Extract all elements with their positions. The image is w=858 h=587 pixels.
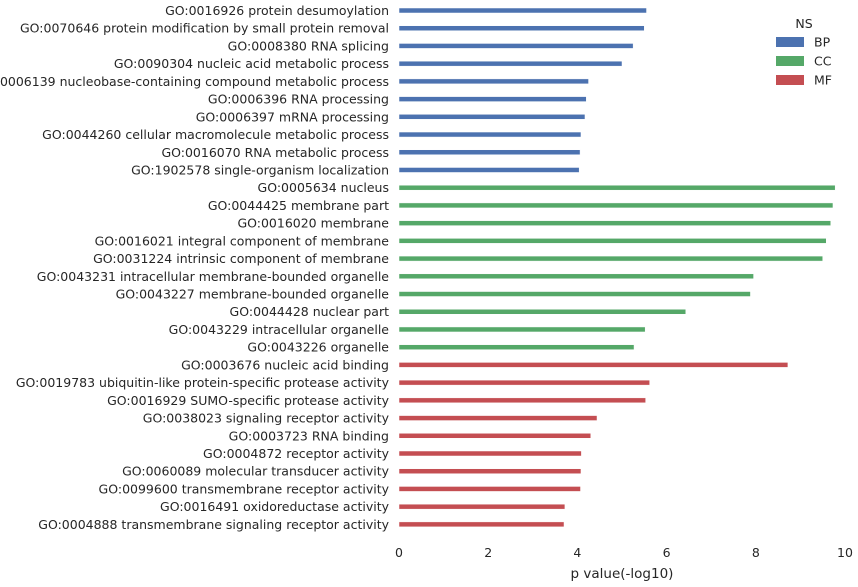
bar-mf-22: [398, 397, 646, 404]
y-tick-label: GO:0060089 molecular transducer activity: [122, 464, 390, 479]
legend-label-cc: CC: [814, 54, 832, 69]
bar-mf-28: [398, 503, 566, 510]
legend-label-bp: BP: [814, 35, 831, 50]
bar-mf-26: [398, 468, 582, 474]
bar-bp-8: [398, 149, 581, 156]
legend-swatch-cc: [776, 56, 804, 66]
y-tick-label: GO:0006397 mRNA processing: [196, 109, 389, 124]
bar-bp-3: [398, 60, 623, 67]
y-tick-label: GO:0043229 intracellular organelle: [169, 322, 390, 337]
bar-bp-1: [398, 25, 645, 31]
bar-cc-16: [398, 291, 751, 297]
bar-cc-12: [398, 220, 831, 226]
bar-cc-18: [398, 326, 646, 333]
bar-cc-13: [398, 238, 827, 244]
bar-mf-21: [398, 379, 650, 386]
bar-bp-9: [398, 167, 580, 173]
y-tick-label: GO:0044260 cellular macromolecule metabo…: [42, 127, 389, 142]
bar-bp-7: [398, 131, 582, 138]
y-tick-label: GO:0005634 nucleus: [258, 180, 389, 195]
y-tick-label: GO:0044425 membrane part: [208, 198, 389, 213]
y-tick-label: GO:0003676 nucleic acid binding: [181, 357, 389, 372]
bar-cc-15: [398, 273, 754, 280]
y-tick-label: GO:0099600 transmembrane receptor activi…: [99, 481, 390, 496]
y-tick-label: GO:1902578 single-organism localization: [131, 162, 389, 177]
bar-bp-4: [398, 78, 589, 85]
y-labels-group: GO:0016926 protein desumoylation GO:00706…: [0, 3, 390, 532]
y-tick-label: GO:0016926 protein desumoylation: [165, 3, 389, 18]
y-tick-label: GO:0016020 membrane: [237, 216, 389, 231]
bar-mf-27: [398, 486, 581, 492]
x-tick-label: 10: [837, 545, 853, 560]
bar-mf-20: [398, 362, 789, 368]
y-tick-label: GO:0003723 RNA binding: [229, 428, 389, 443]
bar-cc-10: [398, 184, 836, 191]
y-tick-label: GO:0038023 signaling receptor activity: [143, 411, 390, 426]
legend-swatch-bp: [776, 37, 804, 47]
x-ticks-group: 0 2 4 6 8 10: [395, 545, 853, 560]
bar-cc-19: [398, 344, 635, 350]
x-tick-label: 8: [752, 545, 760, 560]
bar-cc-17: [398, 308, 687, 315]
legend-title: NS: [795, 16, 812, 31]
legend: NS BP CC MF: [776, 16, 832, 88]
y-tick-label: GO:0004888 transmembrane signaling recep…: [38, 517, 389, 532]
y-tick-label: GO:0008380 RNA splicing: [228, 38, 389, 53]
bar-mf-24: [398, 433, 592, 439]
y-tick-label: GO:0031224 intrinsic component of membra…: [93, 251, 389, 266]
bars-group: [398, 7, 836, 528]
bar-mf-23: [398, 415, 598, 421]
y-tick-label: GO:0016070 RNA metabolic process: [161, 145, 389, 160]
y-tick-label: GO:0006139 nucleobase-containing compoun…: [0, 74, 389, 89]
y-tick-label: GO:0090304 nucleic acid metabolic proces…: [114, 56, 389, 71]
bar-mf-29: [398, 521, 565, 528]
legend-swatch-mf: [776, 75, 804, 85]
y-tick-label: GO:0019783 ubiquitin-like protein-specif…: [16, 375, 390, 390]
bar-cc-11: [398, 202, 834, 209]
bar-bp-5: [398, 96, 587, 102]
y-tick-label: GO:0043226 organelle: [247, 340, 389, 355]
bar-cc-14: [398, 255, 823, 262]
y-tick-label: GO:0043231 intracellular membrane-bounde…: [37, 269, 390, 284]
y-tick-label: GO:0070646 protein modification by small…: [20, 21, 389, 36]
y-tick-label: GO:0004872 receptor activity: [203, 446, 390, 461]
y-tick-label: GO:0044428 nuclear part: [230, 304, 390, 319]
x-tick-label: 2: [484, 545, 492, 560]
x-axis-label: p value(-log10): [571, 566, 674, 582]
x-tick-label: 4: [573, 545, 581, 560]
bar-bp-6: [398, 114, 586, 120]
y-tick-label: GO:0016491 oxidoreductase activity: [160, 499, 390, 514]
y-tick-label: GO:0016021 integral component of membran…: [95, 233, 390, 248]
y-tick-label: GO:0043227 membrane-bounded organelle: [116, 287, 390, 302]
x-tick-label: 6: [663, 545, 671, 560]
bar-mf-25: [398, 450, 582, 457]
legend-label-mf: MF: [814, 73, 832, 88]
y-tick-label: GO:0006396 RNA processing: [208, 92, 389, 107]
y-tick-label: GO:0016929 SUMO-specific protease activi…: [107, 393, 389, 408]
x-tick-label: 0: [395, 545, 403, 560]
bar-bp-2: [398, 43, 634, 49]
bar-bp-0: [398, 7, 647, 14]
